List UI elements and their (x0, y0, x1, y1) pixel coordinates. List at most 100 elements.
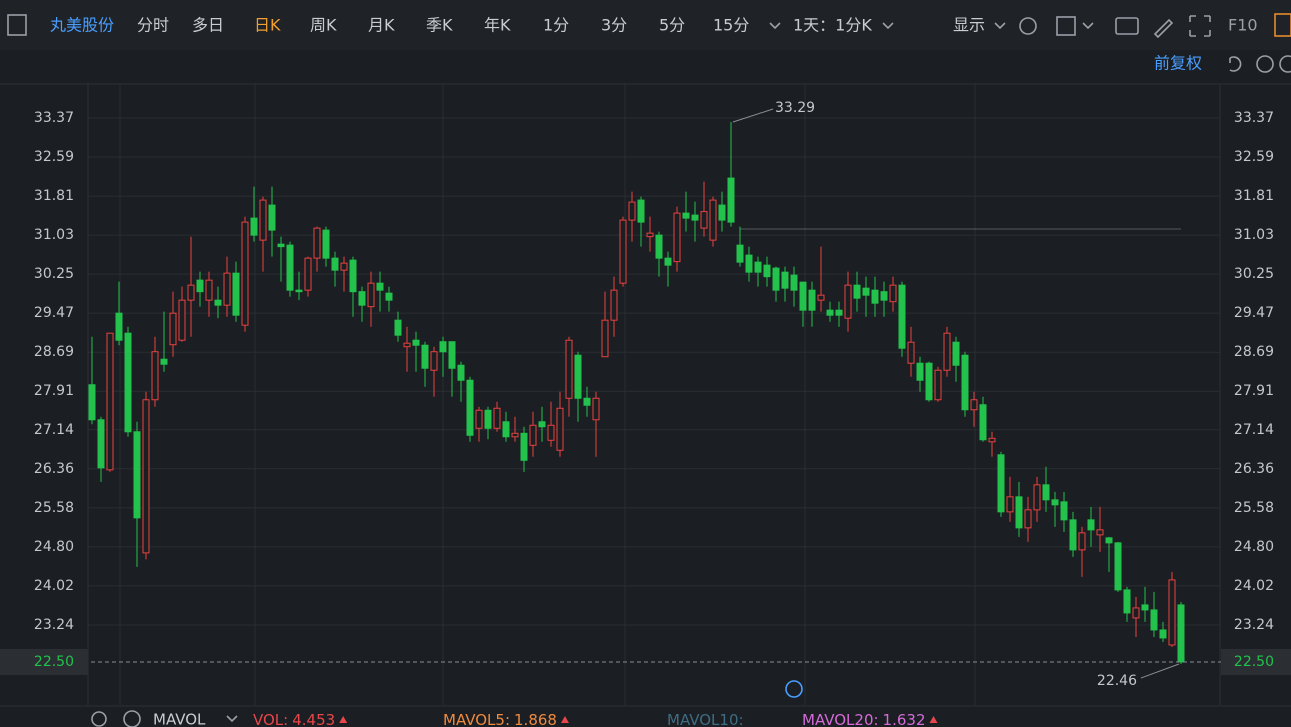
f10-button[interactable]: F10 (1228, 16, 1258, 35)
candle-body (403, 342, 411, 348)
candle-body (1078, 532, 1086, 551)
low-leader (1140, 663, 1180, 679)
candle-body (313, 227, 321, 259)
adjust-select[interactable]: 前复权 (1154, 54, 1202, 73)
y-tick-label: 24.02 (34, 578, 74, 594)
y-tick-label-right: 31.81 (1234, 188, 1274, 204)
period-tab[interactable]: 周K (310, 16, 337, 35)
y-tick-label: 25.58 (34, 500, 74, 516)
y-tick-label: 31.03 (34, 227, 74, 243)
candle-body (1159, 629, 1167, 639)
indicator-label: VOL: 4.453 (253, 711, 335, 727)
settings-icon[interactable] (1019, 17, 1037, 35)
zoom-out-icon[interactable] (1256, 55, 1274, 73)
draw-icon[interactable] (1056, 16, 1076, 36)
candle-body (943, 332, 951, 371)
last-price-label-right: 22.50 (1234, 654, 1274, 670)
candle-body (862, 287, 870, 296)
range-select[interactable]: 1天：1分K (793, 16, 872, 35)
candle-body (799, 281, 807, 311)
candle-body (511, 432, 519, 438)
last-price-label: 22.50 (34, 654, 74, 670)
period-tab[interactable]: 月K (368, 16, 395, 35)
candle-body (574, 354, 582, 399)
candle-body (466, 379, 474, 436)
candle-body (790, 274, 798, 291)
candle-body (844, 284, 852, 319)
candle-body (1105, 537, 1113, 544)
candle-body (763, 264, 771, 278)
period-tab[interactable]: 年K (484, 16, 511, 35)
candle-body (223, 272, 231, 306)
candle-body (214, 299, 222, 306)
candle-body (961, 354, 969, 411)
candle-body (970, 399, 978, 411)
candle-body (394, 319, 402, 336)
y-tick-label-right: 23.24 (1234, 617, 1274, 633)
stock-name[interactable]: 丸美股份 (50, 16, 114, 35)
low-label: 22.46 (1097, 673, 1137, 689)
candle-body (619, 219, 627, 284)
period-tab[interactable]: 1分 (543, 16, 569, 35)
dropdown-arrows (769, 22, 1094, 30)
candle-body (538, 421, 546, 428)
period-tab[interactable]: 15分 (713, 16, 749, 35)
indicator-name: VOL: (253, 711, 288, 727)
indicator-arrow (339, 716, 348, 723)
candle-body (673, 212, 681, 263)
candle-body (196, 279, 204, 293)
panel-toggle[interactable] (1274, 13, 1291, 37)
candle-body (502, 421, 510, 438)
candle-body (736, 244, 744, 263)
indicator-close[interactable] (123, 710, 141, 727)
candle-body (331, 257, 339, 271)
indicator-dropdown (226, 715, 238, 723)
candle-body (1141, 604, 1149, 611)
candle-body (115, 312, 123, 341)
y-tick-label: 30.25 (34, 266, 74, 282)
candle-body (1123, 589, 1131, 614)
screenshot-icon[interactable] (1115, 17, 1139, 35)
y-tick-label-right: 27.14 (1234, 422, 1274, 438)
candle-body (187, 284, 195, 301)
y-tick-label: 28.69 (34, 344, 74, 360)
candle-body (934, 369, 942, 401)
indicator-value: 1.868 (514, 711, 557, 727)
candle-body (142, 399, 150, 554)
indicator-name[interactable]: MAVOL (153, 711, 206, 727)
candle-body (349, 259, 357, 293)
candle-body (1033, 484, 1041, 511)
candle-body (1114, 542, 1122, 591)
period-tab[interactable]: 日K (254, 16, 281, 35)
locate-icon[interactable] (785, 680, 803, 698)
period-tab[interactable]: 3分 (601, 16, 627, 35)
y-tick-label-right: 28.69 (1234, 344, 1274, 360)
undo-icon[interactable] (1229, 56, 1242, 72)
indicator-settings[interactable] (91, 711, 107, 727)
display-menu[interactable]: 显示 (953, 16, 985, 35)
period-tab[interactable]: 多日 (192, 16, 224, 35)
high-leader (732, 108, 774, 123)
candle-body (871, 289, 879, 304)
fullscreen-icon[interactable] (1189, 15, 1211, 37)
zoom-in-icon[interactable] (1279, 55, 1291, 73)
candle-body (565, 339, 573, 399)
candle-body (448, 341, 456, 369)
sidebar-toggle[interactable] (7, 14, 27, 36)
candle-body (709, 199, 717, 241)
candle-body (259, 199, 267, 241)
candle-body (700, 211, 708, 229)
period-tab[interactable]: 分时 (137, 16, 169, 35)
candle-body (322, 229, 330, 259)
candle-body (1060, 501, 1068, 521)
candle-body (493, 407, 501, 429)
candle-body (1024, 509, 1032, 529)
candle-body (754, 261, 762, 273)
candle-body (979, 404, 987, 441)
period-tab[interactable]: 季K (426, 16, 453, 35)
candle-body (133, 431, 141, 519)
pen-icon[interactable] (1153, 18, 1174, 39)
candle-body (592, 397, 600, 421)
candle-body (898, 284, 906, 349)
period-tab[interactable]: 5分 (659, 16, 685, 35)
